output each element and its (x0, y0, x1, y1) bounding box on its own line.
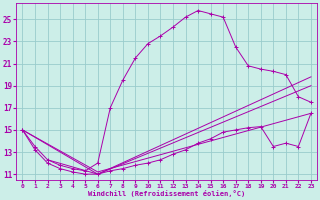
X-axis label: Windchill (Refroidissement éolien,°C): Windchill (Refroidissement éolien,°C) (88, 190, 245, 197)
